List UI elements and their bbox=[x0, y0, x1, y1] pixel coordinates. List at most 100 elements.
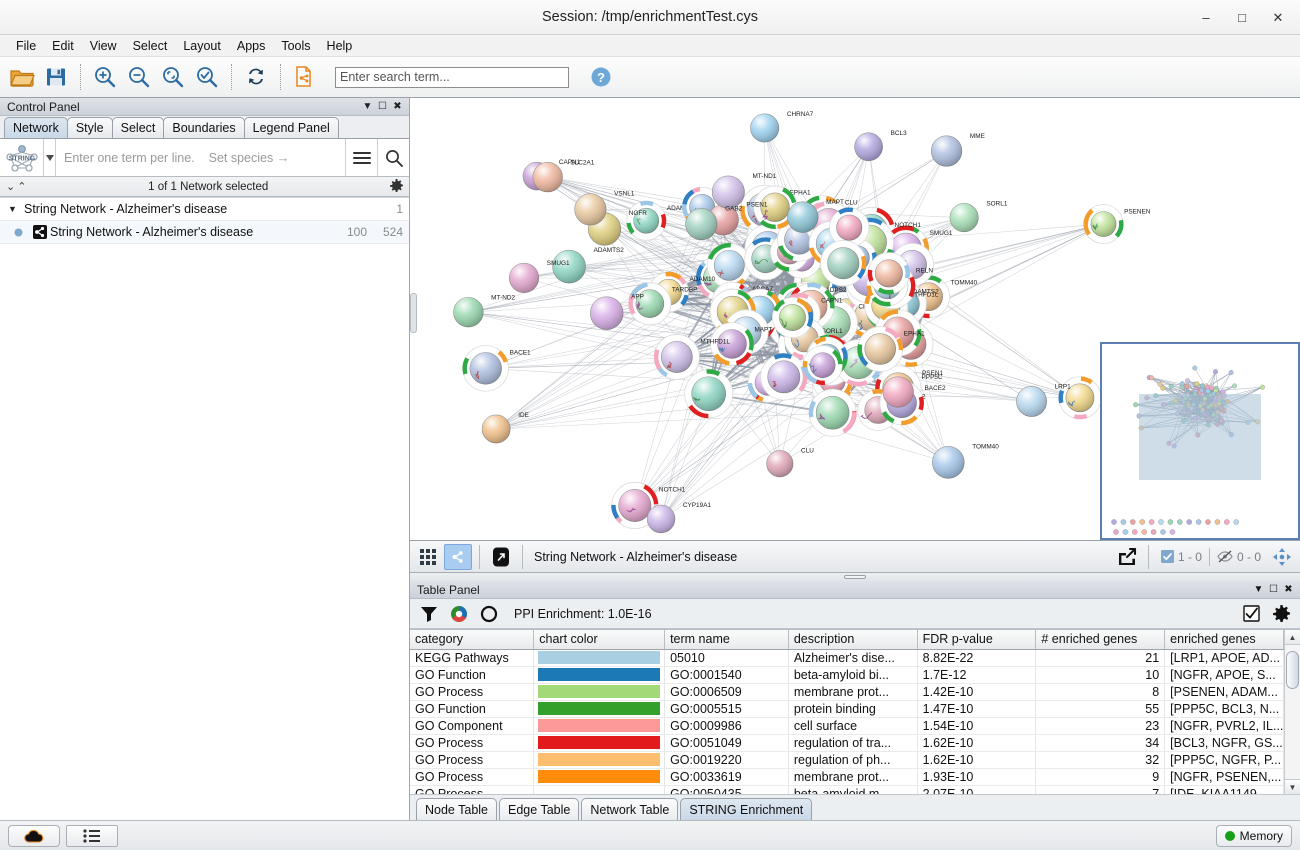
string-species-dropdown-icon[interactable] bbox=[44, 139, 55, 176]
col-header-category[interactable]: category bbox=[410, 630, 535, 650]
network-node[interactable]: MME bbox=[931, 133, 985, 167]
enrichment-settings-gear-icon[interactable] bbox=[1270, 603, 1292, 625]
table-row[interactable]: GO Process GO:0051049 regulation of tra...… bbox=[410, 734, 1284, 752]
string-search-icon[interactable] bbox=[377, 139, 409, 176]
selected-node-count[interactable]: 1 - 0 bbox=[1156, 550, 1207, 564]
network-node[interactable]: LRP1 bbox=[1016, 383, 1071, 417]
grid-view-icon[interactable] bbox=[414, 544, 442, 570]
tab-style[interactable]: Style bbox=[66, 117, 113, 138]
menu-apps[interactable]: Apps bbox=[236, 38, 266, 53]
memory-button[interactable]: Memory bbox=[1215, 824, 1292, 847]
network-node[interactable]: VSNL1 bbox=[574, 191, 635, 226]
maximize-button[interactable]: □ bbox=[1238, 10, 1246, 25]
control-panel-close-icon[interactable]: ✖ bbox=[393, 101, 402, 112]
close-button[interactable]: ✕ bbox=[1272, 9, 1284, 25]
network-node[interactable]: GAB2 bbox=[685, 205, 743, 241]
tree-expand-icon[interactable]: ▼ bbox=[8, 204, 17, 214]
network-node[interactable]: MT-ND1 bbox=[711, 173, 777, 209]
network-node[interactable]: PSENEN bbox=[1083, 204, 1151, 245]
tab-boundaries[interactable]: Boundaries bbox=[163, 117, 245, 138]
menu-file[interactable]: File bbox=[16, 38, 37, 53]
enrichment-table-scrollbar[interactable]: ▲ ▼ bbox=[1284, 630, 1300, 794]
save-icon[interactable] bbox=[40, 61, 72, 93]
share-export-icon[interactable] bbox=[1113, 544, 1141, 570]
menu-select[interactable]: Select bbox=[132, 38, 168, 53]
tab-network-table[interactable]: Network Table bbox=[581, 798, 679, 820]
chart-color-icon[interactable] bbox=[448, 603, 470, 625]
network-node[interactable] bbox=[802, 345, 843, 386]
network-node[interactable] bbox=[760, 353, 808, 401]
zoom-selected-icon[interactable] bbox=[191, 61, 223, 93]
tab-network[interactable]: Network bbox=[4, 117, 68, 138]
network-node[interactable]: NOTCH1 bbox=[611, 481, 686, 530]
network-node[interactable]: MAPT bbox=[787, 199, 844, 233]
table-panel-float-icon[interactable]: ☐ bbox=[1269, 584, 1278, 595]
table-row[interactable]: GO Process GO:0006509 membrane prot... 1.42… bbox=[410, 683, 1284, 701]
tree-row[interactable]: String Network - Alzheimer's disease 100… bbox=[0, 221, 409, 244]
scrollbar-thumb[interactable] bbox=[1286, 651, 1299, 689]
donut-icon[interactable] bbox=[478, 603, 500, 625]
table-row[interactable]: GO Function GO:0001540 beta-amyloid bi... 1… bbox=[410, 666, 1284, 684]
expand-all-icon[interactable]: ⌃ bbox=[17, 181, 27, 193]
open-folder-icon[interactable] bbox=[6, 61, 38, 93]
tree-row[interactable]: ▼ String Network - Alzheimer's disease 1 bbox=[0, 198, 409, 221]
network-node[interactable]: TOMM40 bbox=[932, 443, 999, 479]
network-node[interactable]: PPP5C bbox=[882, 374, 943, 408]
birds-eye-viewport-rect[interactable] bbox=[1139, 394, 1261, 480]
network-node[interactable]: ADAM10 bbox=[626, 200, 693, 241]
network-node[interactable]: ADAMTS2 bbox=[552, 247, 625, 284]
table-row[interactable]: GO Function GO:0005515 protein binding 1.47… bbox=[410, 700, 1284, 718]
cloud-button[interactable] bbox=[8, 824, 60, 847]
network-node[interactable]: MT-ND2 bbox=[453, 294, 516, 328]
network-settings-gear-icon[interactable] bbox=[389, 178, 404, 195]
network-node[interactable]: EPHA1 bbox=[857, 326, 925, 372]
menu-layout[interactable]: Layout bbox=[183, 38, 221, 53]
tab-string-enrichment[interactable]: STRING Enrichment bbox=[680, 798, 813, 820]
menu-view[interactable]: View bbox=[89, 38, 117, 53]
network-node[interactable]: MAPT bbox=[710, 322, 773, 366]
table-row[interactable]: GO Process GO:0050435 beta-amyloid m... 2.0… bbox=[410, 785, 1284, 794]
table-row[interactable]: KEGG Pathways 05010 Alzheimer's dise... 8.8… bbox=[410, 649, 1284, 667]
col-header-enriched-genes[interactable]: enriched genes bbox=[1164, 630, 1284, 650]
tab-legend-panel[interactable]: Legend Panel bbox=[243, 117, 339, 138]
control-panel-dropdown-icon[interactable]: ▼ bbox=[362, 101, 373, 112]
network-node[interactable] bbox=[820, 240, 867, 287]
minimize-button[interactable]: – bbox=[1202, 10, 1210, 25]
network-node[interactable] bbox=[829, 207, 870, 248]
network-node[interactable]: SORL1 bbox=[949, 200, 1008, 233]
control-panel-float-icon[interactable]: ☐ bbox=[378, 101, 387, 112]
network-node[interactable]: CYP19A1 bbox=[646, 502, 711, 534]
network-node[interactable]: CLU bbox=[766, 447, 815, 478]
string-logo-icon[interactable]: STRING bbox=[0, 139, 44, 176]
scroll-down-icon[interactable]: ▼ bbox=[1285, 779, 1300, 794]
network-node[interactable] bbox=[867, 252, 910, 295]
col-header-chart-color[interactable]: chart color bbox=[533, 630, 666, 650]
pan-tool-icon[interactable] bbox=[1268, 544, 1296, 570]
zoom-out-icon[interactable] bbox=[123, 61, 155, 93]
network-node[interactable]: MTHFD1L bbox=[653, 334, 730, 380]
network-node[interactable]: APP bbox=[589, 294, 644, 330]
table-panel-dropdown-icon[interactable]: ▼ bbox=[1253, 584, 1264, 595]
network-node[interactable]: NCT bbox=[1058, 376, 1115, 420]
scrollbar-track[interactable] bbox=[1285, 645, 1300, 779]
col-header-term-name[interactable]: term name bbox=[664, 630, 789, 650]
col-header-enriched-count[interactable]: # enriched genes bbox=[1035, 630, 1166, 650]
network-node[interactable]: SMUG1 bbox=[508, 260, 570, 293]
splitter-grip[interactable] bbox=[844, 575, 866, 579]
table-row[interactable]: GO Process GO:0019220 regulation of ph... 1… bbox=[410, 751, 1284, 769]
network-thumbnail-icon[interactable] bbox=[444, 543, 472, 570]
collapse-all-icon[interactable]: ⌄ bbox=[6, 181, 16, 193]
menu-edit[interactable]: Edit bbox=[52, 38, 74, 53]
refresh-icon[interactable] bbox=[240, 61, 272, 93]
col-header-fdr-p-value[interactable]: FDR p-value bbox=[917, 630, 1037, 650]
network-node[interactable]: IDE bbox=[481, 412, 529, 444]
birds-eye-view[interactable] bbox=[1100, 342, 1300, 540]
tab-edge-table[interactable]: Edge Table bbox=[499, 798, 580, 820]
menu-tools[interactable]: Tools bbox=[281, 38, 311, 53]
string-options-icon[interactable] bbox=[345, 139, 377, 176]
network-node[interactable] bbox=[771, 297, 814, 339]
network-node[interactable]: CHRNA7 bbox=[750, 111, 814, 143]
vertical-splitter[interactable] bbox=[410, 573, 1300, 581]
zoom-fit-icon[interactable] bbox=[157, 61, 189, 93]
canvas-left-handle[interactable] bbox=[410, 293, 417, 333]
